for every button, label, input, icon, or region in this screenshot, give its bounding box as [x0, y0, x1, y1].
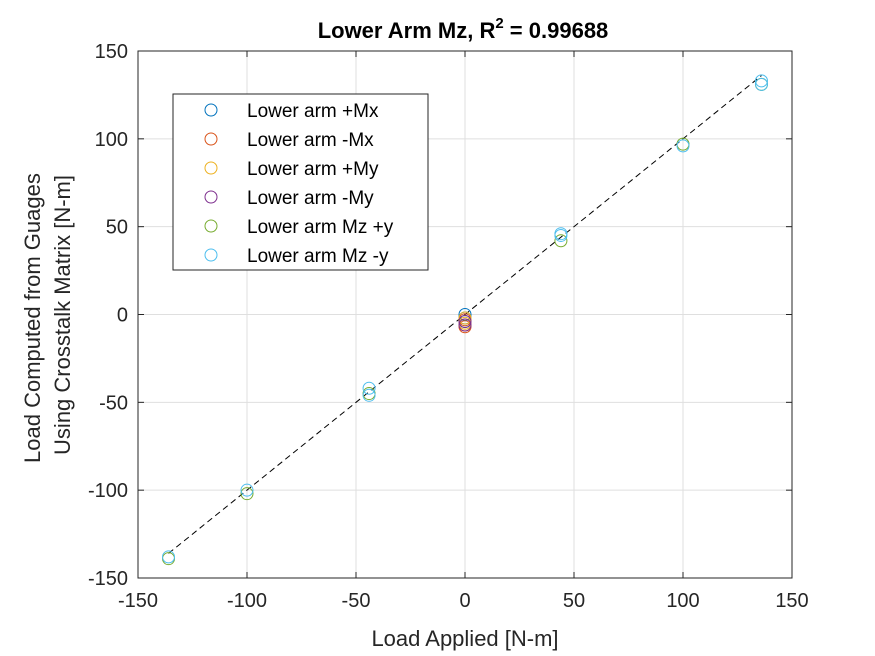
- legend-entry-label: Lower arm +Mx: [247, 101, 379, 122]
- title-value: = 0.99688: [504, 18, 609, 43]
- x-axis-label: Load Applied [N-m]: [371, 626, 558, 651]
- legend-marker: [204, 190, 218, 204]
- y-tick-label: 100: [95, 129, 128, 151]
- chart-title: Lower Arm Mz, R2 = 0.99688: [318, 15, 609, 43]
- title-main: Lower Arm Mz, R: [318, 18, 496, 43]
- legend-entry-label: Lower arm -My: [247, 188, 374, 209]
- legend-entry-label: Lower arm +My: [247, 159, 379, 180]
- data-points: [162, 74, 768, 566]
- legend-entry-label: Lower arm Mz -y: [247, 246, 389, 267]
- fit-line-group: [168, 75, 762, 554]
- legend-entry-label: Lower arm Mz +y: [247, 217, 394, 238]
- y-tick-label: 0: [117, 305, 128, 327]
- data-point-series-5: [240, 483, 254, 497]
- data-point-series-5: [754, 77, 768, 91]
- data-point-series-5: [362, 388, 376, 402]
- data-point-series-2: [458, 311, 472, 325]
- y-axis-label-line-2: Using Crosstalk Matrix [N-m]: [50, 175, 75, 455]
- x-tick-label: -100: [227, 590, 267, 612]
- x-tick-label: 100: [666, 590, 699, 612]
- data-point-series-5: [754, 74, 768, 88]
- y-axis-label-line-1: Load Computed from Guages: [20, 173, 45, 463]
- legend-marker: [204, 161, 218, 175]
- legend: Lower arm +Mx Lower arm -Mx Lower arm +My L…: [172, 93, 429, 271]
- legend-marker: [204, 103, 218, 117]
- data-point-series-3: [458, 318, 472, 332]
- data-point-series-4: [240, 487, 254, 501]
- data-point-series-4: [554, 234, 568, 248]
- y-tick-label: 150: [95, 41, 128, 63]
- x-tick-label: -50: [342, 590, 371, 612]
- y-tick-label: 50: [106, 217, 128, 239]
- fit-line: [168, 75, 762, 554]
- axis-ticks: -150 -100 -50 0 50 100 150 -150 -100 -50 0 50 100 150: [88, 41, 809, 612]
- x-tick-label: 0: [459, 590, 470, 612]
- y-tick-label: -100: [88, 480, 128, 502]
- title-superscript: 2: [495, 15, 503, 32]
- data-point-series-5: [362, 381, 376, 395]
- legend-marker: [204, 248, 218, 262]
- legend-marker: [204, 132, 218, 146]
- data-point-series-3: [458, 315, 472, 329]
- y-axis-label: Load Computed from Guages Using Crosstal…: [20, 167, 75, 463]
- data-point-series-5: [676, 139, 690, 153]
- data-point-series-5: [554, 228, 568, 242]
- data-point-series-5: [162, 550, 176, 564]
- x-tick-label: 50: [563, 590, 585, 612]
- x-tick-label: -150: [118, 590, 158, 612]
- x-tick-label: 150: [775, 590, 808, 612]
- legend-marker: [204, 219, 218, 233]
- y-tick-label: -150: [88, 568, 128, 590]
- legend-box: [172, 93, 429, 271]
- legend-entry-label: Lower arm -Mx: [247, 130, 374, 151]
- y-tick-label: -50: [99, 392, 128, 414]
